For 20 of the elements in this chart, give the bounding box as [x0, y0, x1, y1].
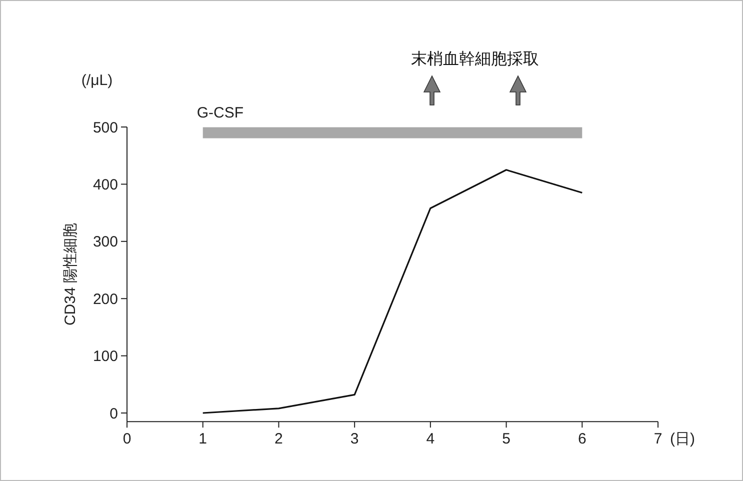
x-tick-label: 5: [502, 430, 510, 448]
x-tick-label: 0: [122, 430, 132, 448]
y-tick-label: 400: [92, 176, 118, 194]
y-tick-label: 200: [92, 290, 118, 308]
text: 末梢血幹細胞採取: [411, 50, 539, 68]
text: (/μL): [81, 72, 113, 89]
y-axis-title: CD34 陽性細胞: [62, 223, 79, 326]
x-tick-label: 3: [350, 430, 359, 448]
y-tick-label: 0: [110, 405, 118, 422]
x-tick-label: 6: [578, 430, 586, 448]
line-series: [202, 169, 583, 414]
x-tick-label: 2: [274, 430, 283, 448]
y-tick-label: 100: [92, 348, 118, 366]
y-tick-label: 500: [92, 119, 118, 136]
series-label: G-CSF: [196, 104, 244, 122]
x-tick-label: 1: [198, 430, 208, 448]
x-tick-label: 4: [426, 430, 435, 448]
y-tick-label: 300: [92, 234, 118, 251]
x-tick-label: 7: [654, 430, 662, 448]
x-axis-title: (日): [670, 430, 695, 448]
